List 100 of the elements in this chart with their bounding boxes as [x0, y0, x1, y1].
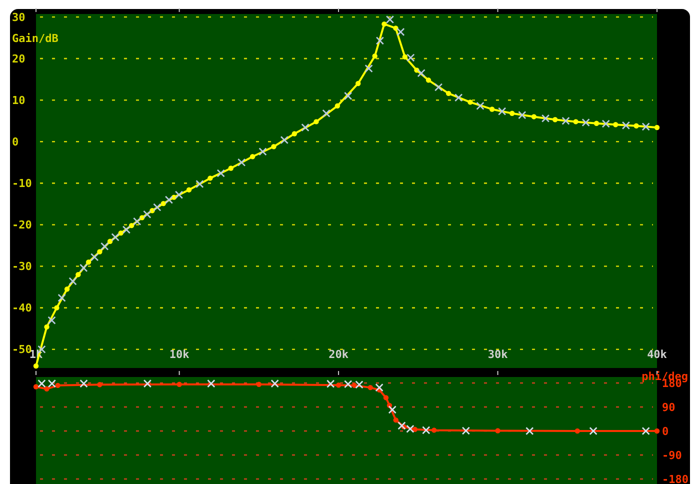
point — [58, 294, 66, 302]
point — [128, 222, 134, 228]
point — [64, 286, 70, 292]
point — [654, 428, 660, 434]
point — [422, 426, 430, 434]
y-tick-label: 0 — [12, 135, 19, 148]
point — [314, 119, 319, 124]
point — [207, 379, 216, 388]
point — [118, 230, 124, 236]
point — [383, 395, 389, 400]
point — [426, 78, 432, 83]
point — [393, 417, 398, 423]
point — [44, 386, 50, 392]
point — [237, 158, 246, 167]
y-tick-label: -90 — [662, 448, 682, 462]
point — [454, 94, 463, 102]
point — [406, 424, 414, 433]
point — [44, 324, 50, 330]
point — [368, 384, 373, 390]
point — [602, 120, 610, 128]
point — [510, 110, 515, 116]
point — [208, 176, 213, 181]
point — [446, 90, 452, 96]
point — [100, 242, 109, 250]
point — [402, 54, 408, 60]
point — [552, 117, 558, 122]
point — [344, 380, 352, 388]
point — [642, 122, 650, 131]
point — [355, 380, 364, 389]
point — [216, 169, 225, 178]
point — [356, 80, 361, 86]
point — [412, 426, 418, 432]
y-tick-label: -50 — [12, 343, 32, 356]
point — [174, 190, 184, 199]
point — [133, 217, 142, 226]
point — [634, 123, 639, 128]
point — [589, 426, 598, 436]
point — [55, 382, 60, 388]
point — [393, 26, 398, 31]
y-axis-title: Gain/dB — [12, 32, 59, 45]
point — [518, 110, 526, 120]
point — [76, 272, 81, 278]
point — [196, 180, 204, 188]
point — [97, 382, 102, 388]
point — [326, 380, 335, 388]
y-tick-label: 20 — [12, 52, 26, 66]
x-tick-label: 10k — [169, 348, 190, 361]
point — [68, 277, 77, 286]
point — [541, 114, 550, 122]
point — [344, 92, 352, 100]
point — [388, 406, 396, 414]
point — [176, 382, 182, 387]
y-tick-label: -40 — [12, 302, 32, 315]
point — [271, 144, 276, 150]
y-tick-label: 30 — [12, 10, 26, 24]
point — [573, 119, 578, 124]
point — [48, 316, 56, 324]
point — [622, 121, 630, 130]
point — [54, 305, 60, 310]
point — [258, 148, 267, 156]
point — [468, 100, 473, 105]
point — [280, 136, 288, 144]
point — [382, 21, 387, 27]
point — [574, 428, 580, 434]
point — [80, 379, 88, 388]
y-tick-label: -180 — [662, 472, 688, 484]
y-tick-label: 90 — [662, 400, 676, 414]
point — [594, 120, 600, 126]
point — [322, 109, 330, 118]
y-tick-label: 0 — [662, 424, 669, 438]
x-tick-label: 40k — [647, 348, 668, 361]
point — [372, 53, 378, 59]
point — [562, 116, 570, 125]
point — [642, 426, 650, 436]
point — [336, 382, 342, 388]
point — [270, 379, 279, 388]
point — [654, 124, 660, 130]
y-tick-label: 10 — [12, 94, 26, 107]
point — [107, 238, 113, 244]
point — [498, 107, 506, 116]
point — [386, 15, 394, 24]
point — [256, 382, 262, 387]
point — [111, 233, 120, 242]
point — [489, 106, 495, 112]
point — [334, 103, 340, 109]
point — [375, 383, 384, 392]
point — [228, 166, 234, 171]
point — [143, 210, 152, 218]
point — [292, 131, 298, 136]
point — [33, 384, 39, 390]
point — [164, 196, 174, 204]
point — [462, 426, 470, 435]
point — [80, 264, 88, 272]
point — [160, 200, 166, 206]
point — [476, 102, 484, 110]
point — [352, 382, 358, 388]
point — [143, 379, 152, 388]
point — [86, 260, 92, 265]
point — [301, 123, 310, 132]
point — [186, 187, 192, 192]
